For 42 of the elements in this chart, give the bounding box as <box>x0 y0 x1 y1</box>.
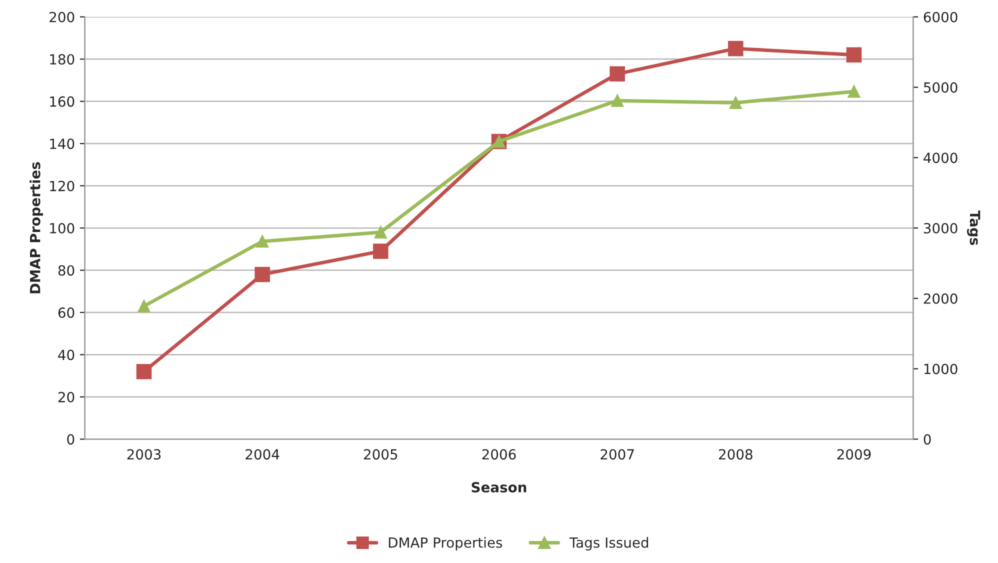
y-tick-label: 160 <box>50 96 74 107</box>
x-axis-title: Season <box>472 482 526 492</box>
point <box>846 47 862 63</box>
y2-tick-label: 4000 <box>924 152 958 164</box>
y-tick-label: 80 <box>58 265 74 276</box>
y2-tick-label: 3000 <box>924 222 958 234</box>
point <box>136 364 152 380</box>
point <box>374 226 387 238</box>
y2-axis-title: Tags <box>967 210 980 245</box>
y2-tick-label: 5000 <box>924 82 958 93</box>
legend-label: Tags Issued <box>569 537 648 550</box>
point <box>611 94 624 107</box>
x-tick-label: 2007 <box>600 449 634 460</box>
y-tick-label: 20 <box>58 392 74 402</box>
point <box>254 266 270 282</box>
x-tick-label: 2006 <box>482 449 516 460</box>
y-axis-title: DMAP Properties <box>30 162 44 294</box>
point <box>848 85 860 98</box>
y2-tick-label: 6000 <box>924 12 958 22</box>
y-tick-label: 0 <box>67 434 74 445</box>
y-tick-label: 140 <box>50 138 74 150</box>
y-tick-label: 60 <box>58 307 74 318</box>
legend-label: DMAP Properties <box>388 537 502 550</box>
point <box>138 300 150 312</box>
y2-tick-label: 2000 <box>924 293 958 304</box>
point <box>729 96 742 109</box>
x-tick-label: 2009 <box>837 449 871 460</box>
y-tick-label: 120 <box>50 180 74 192</box>
point <box>728 40 744 56</box>
x-tick-label: 2005 <box>364 449 398 460</box>
x-tick-label: 2004 <box>246 449 280 460</box>
y-tick-label: 100 <box>50 222 74 234</box>
point <box>610 66 625 82</box>
point <box>373 244 388 259</box>
y2-tick-label: 0 <box>924 434 931 445</box>
y-tick-label: 180 <box>50 54 74 65</box>
y-tick-label: 200 <box>50 12 74 22</box>
x-tick-label: 2003 <box>127 449 161 460</box>
y-tick-label: 40 <box>58 350 74 360</box>
y2-tick-label: 1000 <box>924 364 958 374</box>
point <box>256 235 269 248</box>
x-tick-label: 2008 <box>719 449 752 460</box>
